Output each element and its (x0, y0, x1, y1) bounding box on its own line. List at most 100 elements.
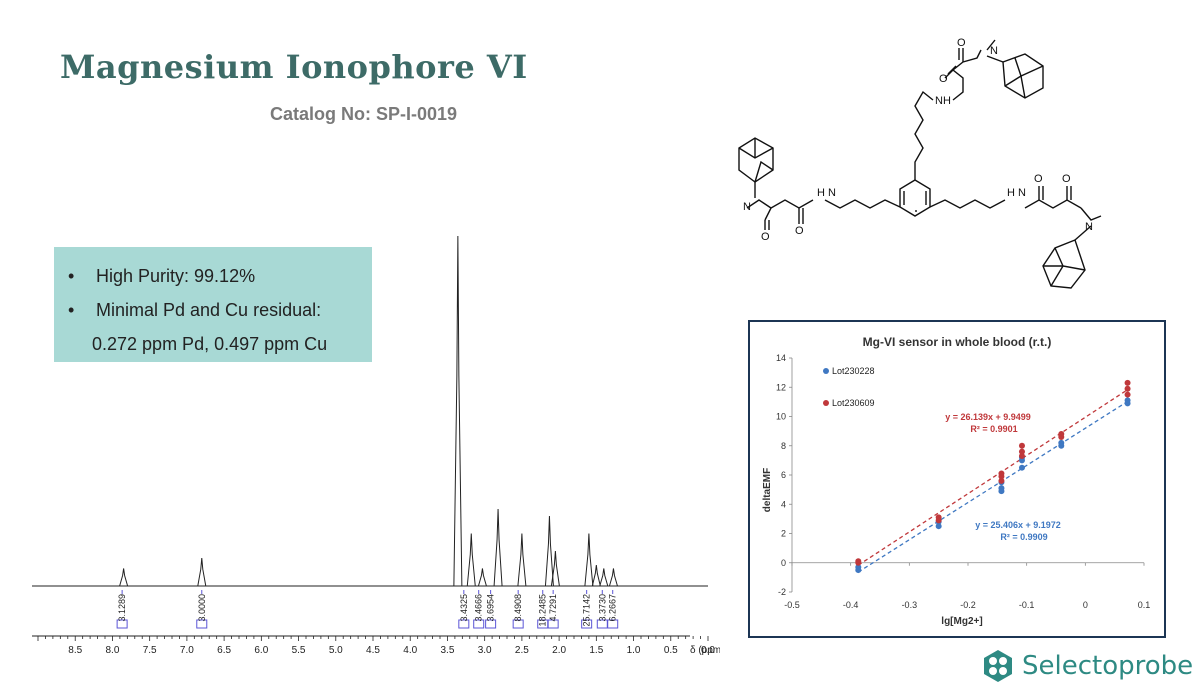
y-tick-label: -2 (778, 587, 786, 597)
x-tick-label: 0.0 (701, 645, 715, 656)
x-tick-label: 4.0 (403, 645, 417, 656)
integral-bracket (547, 619, 559, 629)
legend-label: Lot230228 (832, 366, 875, 376)
calibration-fit-lines (857, 389, 1128, 573)
legend-label: Lot230609 (832, 398, 875, 408)
nmr-integrals: 3.1289 3.0000 3.4325 3.4666 3.6954 8.4908 18.2… (116, 590, 619, 629)
atom-label: O (939, 73, 948, 85)
calibration-legend: Lot230228 Lot230609 (823, 366, 875, 408)
integral-label: 8.4908 (513, 594, 523, 622)
x-tick-label: 5.0 (329, 645, 343, 656)
nmr-spectrum-chart: 3.1289 3.0000 3.4325 3.4666 3.6954 8.4908 18.2… (32, 235, 720, 656)
logo-hexagon-icon (984, 650, 1012, 682)
x-tick-label: -0.1 (1019, 600, 1035, 610)
x-tick-label: 0 (1083, 600, 1088, 610)
integral-label: 3.4666 (474, 594, 484, 622)
x-tick-label: 5.5 (292, 645, 306, 656)
data-point (998, 470, 1005, 477)
spectrum-peak (608, 568, 618, 587)
bullet-dot: • (68, 299, 75, 320)
spectrum-peak (197, 557, 207, 587)
fit-equation: y = 26.139x + 9.9499 (945, 412, 1031, 422)
data-point (1058, 439, 1065, 446)
integral-label: 25.7142 (582, 594, 592, 627)
x-tick-label: 2.5 (515, 645, 529, 656)
y-tick-label: 0 (781, 558, 786, 568)
integral-label: 6.2667 (608, 594, 618, 622)
atom-label: N (1085, 221, 1093, 233)
x-tick-label: 0.5 (664, 645, 678, 656)
x-tick-label: 6.0 (254, 645, 268, 656)
x-tick-label: 1.5 (589, 645, 603, 656)
calibration-chart-frame: Mg-VI sensor in whole blood (r.t.) -2 0 2 4… (748, 320, 1166, 638)
spectrum-peak (517, 533, 527, 587)
atom-label: N (990, 45, 998, 57)
atom-label: NH (935, 95, 951, 107)
page-title: Magnesium Ionophore VI (60, 48, 528, 86)
spectrum-peak (493, 508, 503, 587)
calibration-x-label: lg[Mg2+] (941, 616, 982, 627)
nmr-x-axis: 8.5 8.0 7.5 7.0 6.5 6.0 5.5 5.0 4.5 4.0 3.5 3.0 2.5 2… (32, 635, 720, 656)
x-tick-label: 8.5 (68, 645, 82, 656)
data-point (855, 558, 862, 565)
atom-label: N (743, 201, 751, 213)
integral-bracket (581, 619, 593, 629)
x-axis-label: δ (ppm) (690, 645, 720, 656)
x-tick-label: 6.5 (217, 645, 231, 656)
spectrum-peak (584, 533, 594, 587)
y-tick-label: 14 (776, 353, 786, 363)
data-point (998, 477, 1005, 484)
molecule-bonds (738, 39, 1102, 289)
residual-values: 0.272 ppm Pd, 0.497 ppm Cu (92, 334, 328, 354)
x-tick-label: 3.5 (440, 645, 454, 656)
x-tick-label: 4.5 (366, 645, 380, 656)
x-tick-label: -0.4 (843, 600, 859, 610)
spectrum-peak (550, 550, 560, 587)
molecule-atom-labels: N O O NH H N N O O H N O O N (743, 37, 1093, 243)
calibration-y-label: deltaEMF (762, 468, 773, 512)
selectoprobe-logo: Selectoprobe (980, 646, 1193, 686)
data-point (1018, 442, 1025, 449)
integral-bracket (485, 619, 497, 629)
bullet-purity: • High Purity: 99.12% (64, 259, 362, 293)
fit-r-squared: R² = 0.9909 (1000, 532, 1047, 542)
y-tick-label: 4 (781, 499, 786, 509)
purity-text: High Purity: 99.12% (96, 265, 256, 286)
calibration-points (855, 379, 1131, 574)
x-tick-label: -0.2 (960, 600, 976, 610)
purity-summary-box: • High Purity: 99.12% • Minimal Pd and C… (54, 247, 372, 362)
molecule-structure: N O O NH H N N O O H N O O N (738, 37, 1102, 289)
integral-label: 3.6954 (486, 594, 496, 622)
y-tick-label: 10 (776, 412, 786, 422)
data-point (935, 523, 942, 530)
integral-label: 3.1289 (117, 594, 127, 622)
spectrum-peak (119, 568, 129, 587)
integral-label: 3.4325 (459, 594, 469, 622)
x-tick-label: 0.1 (1138, 600, 1151, 610)
spectrum-peak (466, 533, 476, 587)
calibration-chart: Mg-VI sensor in whole blood (r.t.) -2 0 2 4… (762, 335, 1151, 627)
atom-label: O (761, 231, 770, 243)
data-point (855, 564, 862, 571)
fit-line (857, 389, 1128, 566)
integral-bracket (458, 619, 470, 629)
nmr-peaks (119, 235, 618, 587)
data-point (1124, 385, 1131, 392)
integral-label: 3.0000 (197, 594, 207, 622)
residual-text: Minimal Pd and Cu residual: (96, 299, 322, 320)
atom-label: H N (817, 187, 836, 199)
x-tick-label: -0.3 (902, 600, 918, 610)
integral-bracket (473, 619, 485, 629)
legend-marker (823, 400, 829, 406)
integral-bracket (607, 619, 619, 629)
y-tick-label: 6 (781, 470, 786, 480)
spectrum-peak (544, 515, 554, 587)
data-point (1124, 397, 1131, 404)
spectrum-peak (477, 568, 487, 587)
y-tick-label: 2 (781, 529, 786, 539)
data-point (935, 514, 942, 521)
bullet-residual: • Minimal Pd and Cu residual: (64, 293, 362, 327)
spectrum-peak (599, 568, 609, 587)
integral-bracket (116, 619, 128, 629)
x-tick-label: -0.5 (784, 600, 800, 610)
